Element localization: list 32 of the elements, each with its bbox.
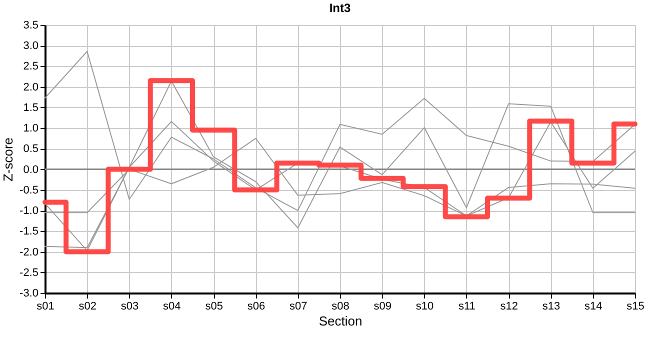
x-tick-label: s09 — [374, 300, 392, 312]
x-axis-title: Section — [318, 314, 362, 328]
x-tick-label: s15 — [626, 300, 644, 312]
y-tick-label: -2.0 — [20, 246, 38, 258]
x-tick-label: s10 — [416, 300, 434, 312]
x-tick-label: s13 — [542, 300, 560, 312]
y-axis-title: Z-score — [0, 137, 16, 182]
x-tick-label: s14 — [584, 300, 602, 312]
y-tick-label: 0.5 — [23, 143, 38, 156]
y-tick-label: 0.0 — [23, 164, 38, 176]
y-tick-label: 3.0 — [23, 40, 38, 52]
y-tick-label: 2.5 — [23, 60, 38, 73]
y-tick-label: 1.0 — [23, 122, 38, 135]
y-tick-label: -3.0 — [20, 288, 38, 300]
x-tick-label: s11 — [458, 300, 476, 312]
chart-title: Int3 — [329, 1, 351, 15]
x-tick-label: s08 — [332, 300, 350, 312]
y-tick-label: -1.5 — [20, 226, 38, 238]
x-tick-label: s06 — [247, 300, 266, 312]
y-tick-label: 3.5 — [23, 20, 38, 32]
x-tick-label: s01 — [36, 300, 54, 312]
x-tick-label: s07 — [289, 300, 308, 312]
x-tick-label: s12 — [500, 300, 518, 312]
y-tick-label: -2.5 — [20, 266, 38, 279]
y-tick-label: 2.0 — [23, 81, 38, 94]
y-tick-label: -0.5 — [20, 184, 38, 196]
x-tick-label: s04 — [163, 300, 181, 312]
x-tick-label: s02 — [78, 300, 97, 312]
y-tick-label: -1.0 — [20, 205, 38, 218]
x-tick-label: s05 — [205, 300, 223, 312]
x-tick-label: s03 — [120, 300, 139, 312]
y-tick-label: 1.5 — [23, 102, 38, 114]
